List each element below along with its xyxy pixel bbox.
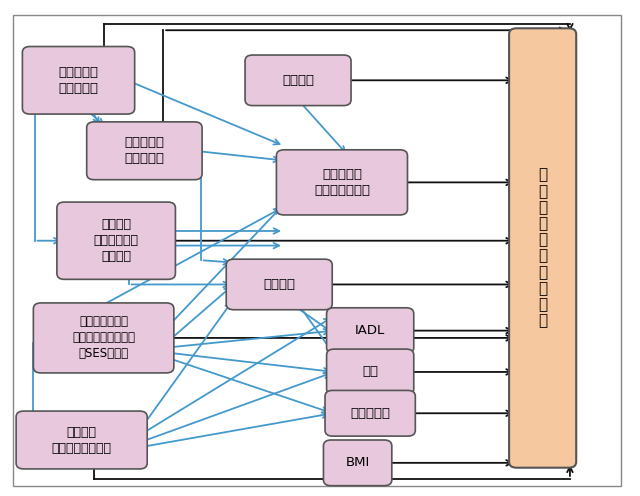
FancyBboxPatch shape [57,202,175,279]
Text: 転倒: 転倒 [362,366,378,378]
Text: IADL: IADL [355,324,385,337]
FancyBboxPatch shape [325,390,415,436]
Text: 口腔機能: 口腔機能 [263,278,295,291]
Text: 社会参加・
役割・趣味: 社会参加・ 役割・趣味 [124,136,164,165]
Text: 睡眠障害: 睡眠障害 [282,74,314,87]
Text: ソーシャル
キャピタル: ソーシャル キャピタル [58,66,99,95]
Text: BMI: BMI [346,456,370,469]
Text: 抑うつ傾向
健康度自己評価: 抑うつ傾向 健康度自己評価 [314,168,370,197]
FancyBboxPatch shape [276,150,408,215]
FancyBboxPatch shape [323,440,392,486]
FancyBboxPatch shape [326,349,414,395]
Text: 震災被害
（住居喪失など）: 震災被害 （住居喪失など） [52,426,111,454]
FancyBboxPatch shape [33,303,174,373]
Text: 閉じこもり: 閉じこもり [350,407,390,420]
FancyBboxPatch shape [22,47,134,114]
FancyBboxPatch shape [509,28,576,468]
FancyBboxPatch shape [16,411,147,469]
Text: 社会関係
・ソーシャル
サポート: 社会関係 ・ソーシャル サポート [93,218,139,263]
FancyBboxPatch shape [326,308,414,354]
Text: 死
亡
／
要
介
護
／
認
知
症: 死 亡 ／ 要 介 護 ／ 認 知 症 [538,168,547,328]
FancyBboxPatch shape [86,122,202,180]
Text: 社会経済的状況
（相対所得、幼少期
のSESなど）: 社会経済的状況 （相対所得、幼少期 のSESなど） [72,315,135,361]
FancyBboxPatch shape [245,55,351,106]
FancyBboxPatch shape [226,259,332,310]
